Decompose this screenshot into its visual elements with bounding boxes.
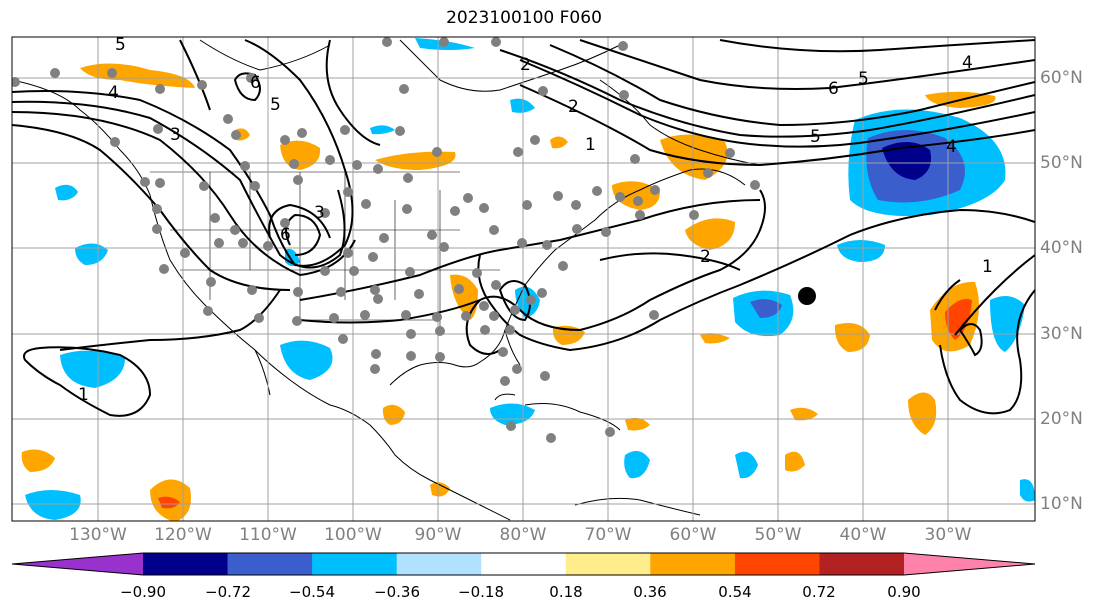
contour-labels: 5 4 3 2 1 6 5 4 6 5 5 4 2 1 1 3 2 6	[78, 35, 993, 405]
svg-text:2: 2	[520, 55, 531, 75]
lon-label-40w: 40°W	[839, 525, 887, 545]
svg-text:4: 4	[108, 83, 119, 103]
lon-label-60w: 60°W	[669, 525, 717, 545]
svg-text:3: 3	[170, 125, 181, 145]
svg-text:5: 5	[810, 127, 821, 147]
svg-text:3: 3	[314, 203, 325, 223]
lon-label-110w: 110°W	[239, 525, 297, 545]
gridlines	[12, 37, 1035, 521]
lon-label-90w: 90°W	[414, 525, 462, 545]
colorbar-tick: 0.36	[633, 583, 667, 601]
colorbar-tick: −0.18	[458, 583, 504, 601]
lon-label-80w: 80°W	[499, 525, 547, 545]
lon-label-130w: 130°W	[69, 525, 127, 545]
colorbar-tick: −0.90	[120, 583, 166, 601]
svg-text:1: 1	[982, 257, 993, 277]
map-frame	[11, 36, 1036, 522]
lat-label-60n: 60°N	[1040, 68, 1083, 88]
lon-label-50w: 50°W	[754, 525, 802, 545]
colorbar-tick: −0.36	[374, 583, 420, 601]
svg-text:5: 5	[858, 69, 869, 89]
colorbar-tick: −0.72	[205, 583, 251, 601]
svg-text:2: 2	[568, 97, 579, 117]
svg-text:1: 1	[585, 135, 596, 155]
colorbar-tick: 0.54	[718, 583, 752, 601]
svg-text:5: 5	[115, 35, 126, 55]
lon-label-120w: 120°W	[154, 525, 212, 545]
svg-text:4: 4	[946, 137, 957, 157]
lon-label-70w: 70°W	[584, 525, 632, 545]
lat-label-30n: 30°N	[1040, 324, 1083, 344]
colorbar-tick: −0.54	[289, 583, 335, 601]
map-title: 2023100100 F060	[446, 8, 602, 28]
svg-text:6: 6	[828, 79, 839, 99]
lat-label-10n: 10°N	[1040, 494, 1083, 514]
lat-label-40n: 40°N	[1040, 238, 1083, 258]
svg-text:1: 1	[78, 385, 89, 405]
svg-text:5: 5	[270, 95, 281, 115]
colorbar-tick: 0.72	[802, 583, 836, 601]
svg-text:6: 6	[250, 73, 261, 93]
stations	[12, 37, 760, 443]
storm-marker	[798, 287, 816, 305]
lon-label-30w: 30°W	[924, 525, 972, 545]
svg-text:4: 4	[962, 53, 973, 73]
colorbar-tick: 0.90	[887, 583, 921, 601]
svg-text:6: 6	[280, 225, 291, 245]
svg-text:2: 2	[700, 247, 711, 267]
lon-label-100w: 100°W	[324, 525, 382, 545]
lat-label-20n: 20°N	[1040, 409, 1083, 429]
colorbar-tick: 0.18	[549, 583, 583, 601]
lat-label-50n: 50°N	[1040, 153, 1083, 173]
